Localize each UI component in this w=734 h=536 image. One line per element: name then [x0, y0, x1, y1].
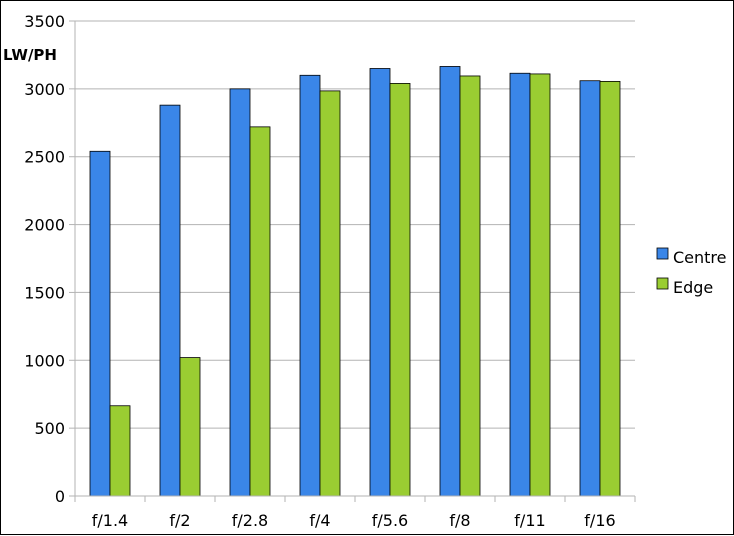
y-tick-label: 1500: [24, 283, 65, 302]
x-tick-label: f/5.6: [372, 511, 408, 530]
y-tick-label: 2500: [24, 148, 65, 167]
legend-label-centre: Centre: [673, 248, 727, 267]
y-tick-label: 3500: [24, 12, 65, 31]
bar-centre-f16: [579, 80, 601, 497]
bar-centre-f14: [89, 150, 111, 497]
bar-centre-f2: [159, 104, 181, 497]
y-axis-label: LW/PH: [3, 46, 57, 64]
x-tick-label: f/11: [514, 511, 545, 530]
bar-edge-f56: [389, 83, 411, 497]
x-axis-ticks: f/1.4 f/2 f/2.8 f/4 f/5.6 f/8 f/11 f/16: [74, 496, 636, 530]
bar-edge-f28: [249, 126, 271, 497]
bar-edge-f4: [319, 90, 341, 497]
y-tick-label: 0: [55, 487, 65, 506]
bar-edge-f2: [179, 357, 201, 497]
bar-centre-f8: [439, 66, 461, 497]
x-tick-label: f/4: [309, 511, 330, 530]
axes: [74, 21, 635, 497]
gridlines: [75, 20, 635, 429]
bar-centre-f28: [229, 88, 251, 497]
bar-edge-f8: [459, 75, 481, 497]
y-tick-label: 3000: [24, 80, 65, 99]
y-axis-ticks: 0 500 1000 1500 2000 2500 3000 3500: [24, 12, 75, 506]
y-tick-label: 1000: [24, 351, 65, 370]
bar-edge-f11: [529, 73, 551, 497]
legend-swatch-centre: [656, 247, 669, 260]
x-tick-label: f/16: [584, 511, 615, 530]
x-tick-label: f/1.4: [92, 511, 128, 530]
bar-centre-f56: [369, 68, 391, 497]
bar-edge-f14: [109, 405, 131, 497]
legend-label-edge: Edge: [673, 278, 713, 297]
bars: [89, 66, 621, 497]
bar-centre-f4: [299, 74, 321, 497]
x-tick-label: f/2: [169, 511, 190, 530]
legend-swatch-edge: [656, 277, 669, 290]
y-tick-label: 500: [34, 419, 65, 438]
bar-centre-f11: [509, 72, 531, 497]
y-tick-label: 2000: [24, 216, 65, 235]
bar-edge-f16: [599, 80, 621, 497]
x-tick-label: f/2.8: [232, 511, 268, 530]
x-tick-label: f/8: [449, 511, 470, 530]
legend: Centre Edge: [656, 247, 727, 297]
